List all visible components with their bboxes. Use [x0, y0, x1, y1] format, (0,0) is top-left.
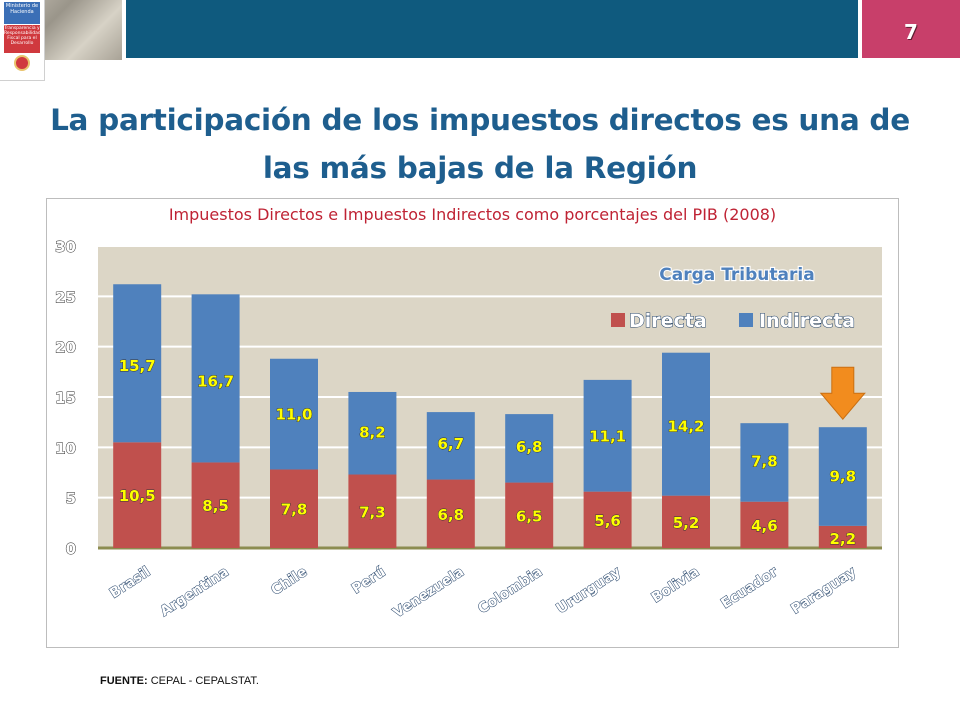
- data-label-indirecta: 11,0: [275, 406, 312, 424]
- header-bar: [126, 0, 858, 58]
- bar-indirecta: [583, 379, 632, 492]
- bar-directa: [818, 525, 867, 548]
- y-tick-label: 10: [55, 439, 76, 457]
- legend-label-indirecta: Indirecta: [759, 310, 855, 332]
- slide-title: La participación de los impuestos direct…: [50, 103, 910, 185]
- legend-label-directa: Directa: [629, 310, 707, 332]
- data-label-directa: 5,6: [594, 512, 621, 530]
- source-note: FUENTE: CEPAL - CEPALSTAT.: [100, 675, 259, 687]
- x-tick-label: Colombia: [475, 564, 545, 617]
- y-tick-label: 5: [66, 490, 76, 508]
- bar-indirecta: [426, 412, 475, 480]
- ministry-logo: Ministerio de Hacienda Transparencia y R…: [0, 0, 45, 81]
- y-tick-label: 0: [66, 540, 76, 558]
- data-label-indirecta: 7,8: [751, 452, 778, 470]
- y-tick-label: 15: [55, 389, 76, 407]
- bar-indirecta: [270, 358, 318, 470]
- data-label-directa: 2,2: [830, 530, 857, 548]
- bar-indirecta: [818, 427, 867, 526]
- bar-indirecta: [505, 414, 554, 483]
- legend-swatch-indirecta: [739, 313, 753, 327]
- bar-directa: [740, 501, 789, 548]
- seal-icon: [14, 55, 30, 71]
- bar-directa: [662, 495, 710, 548]
- y-tick-label: 20: [55, 339, 76, 357]
- source-text: CEPAL - CEPALSTAT.: [150, 675, 259, 687]
- legend-title: Carga Tributaria: [659, 265, 814, 285]
- data-label-directa: 6,8: [438, 506, 465, 524]
- highlight-arrow-icon: [819, 366, 866, 420]
- data-label-indirecta: 16,7: [197, 372, 234, 390]
- bar-indirecta: [662, 352, 710, 496]
- x-tick-label: Chile: [268, 564, 310, 599]
- x-tick-label: Argentina: [158, 564, 232, 620]
- data-label-indirecta: 9,8: [830, 467, 857, 485]
- bar-indirecta: [191, 294, 240, 463]
- data-label-indirecta: 6,8: [516, 438, 543, 456]
- logo-ministry-name: Ministerio de Hacienda: [4, 2, 40, 24]
- bar-directa: [348, 474, 397, 548]
- data-label-directa: 10,5: [119, 487, 156, 505]
- bar-directa: [191, 462, 240, 548]
- bar-directa: [505, 482, 554, 548]
- data-label-indirecta: 11,1: [589, 427, 626, 445]
- source-label: FUENTE:: [100, 675, 148, 687]
- bar-indirecta: [348, 391, 397, 475]
- bar-directa: [113, 442, 162, 548]
- logo-tagline: Transparencia y Responsabilidad Fiscal p…: [4, 25, 41, 53]
- page-number-box: 7: [862, 0, 960, 58]
- data-label-indirecta: 6,7: [438, 435, 465, 453]
- data-label-directa: 4,6: [751, 517, 778, 535]
- y-tick-label: 25: [55, 288, 76, 306]
- data-label-directa: 5,2: [673, 514, 700, 532]
- legend-swatch-directa: [611, 313, 625, 327]
- bar-indirecta: [113, 284, 162, 443]
- data-label-directa: 6,5: [516, 507, 543, 525]
- data-label-directa: 8,5: [202, 497, 229, 515]
- page-number: 7: [904, 20, 918, 44]
- bar-directa: [583, 491, 632, 548]
- x-tick-label: Bolivia: [649, 564, 702, 606]
- x-tick-label: Ecuador: [718, 564, 780, 612]
- x-tick-label: Paraguay: [788, 564, 859, 618]
- data-label-indirecta: 14,2: [667, 417, 704, 435]
- y-tick-label: 30: [55, 238, 76, 256]
- data-label-directa: 7,8: [281, 501, 308, 519]
- bar-directa: [426, 479, 475, 548]
- bar-indirecta: [740, 423, 789, 502]
- chart-title: Impuestos Directos e Impuestos Indirecto…: [168, 205, 777, 224]
- bar-directa: [270, 469, 318, 548]
- x-tick-label: Brasil: [107, 564, 153, 602]
- x-tick-label: Venezuela: [390, 564, 467, 621]
- x-tick-label: Ururguay: [554, 564, 624, 617]
- x-tick-label: Perú: [349, 564, 388, 597]
- data-label-directa: 7,3: [359, 503, 386, 521]
- data-label-indirecta: 15,7: [119, 357, 156, 375]
- data-label-indirecta: 8,2: [359, 423, 386, 441]
